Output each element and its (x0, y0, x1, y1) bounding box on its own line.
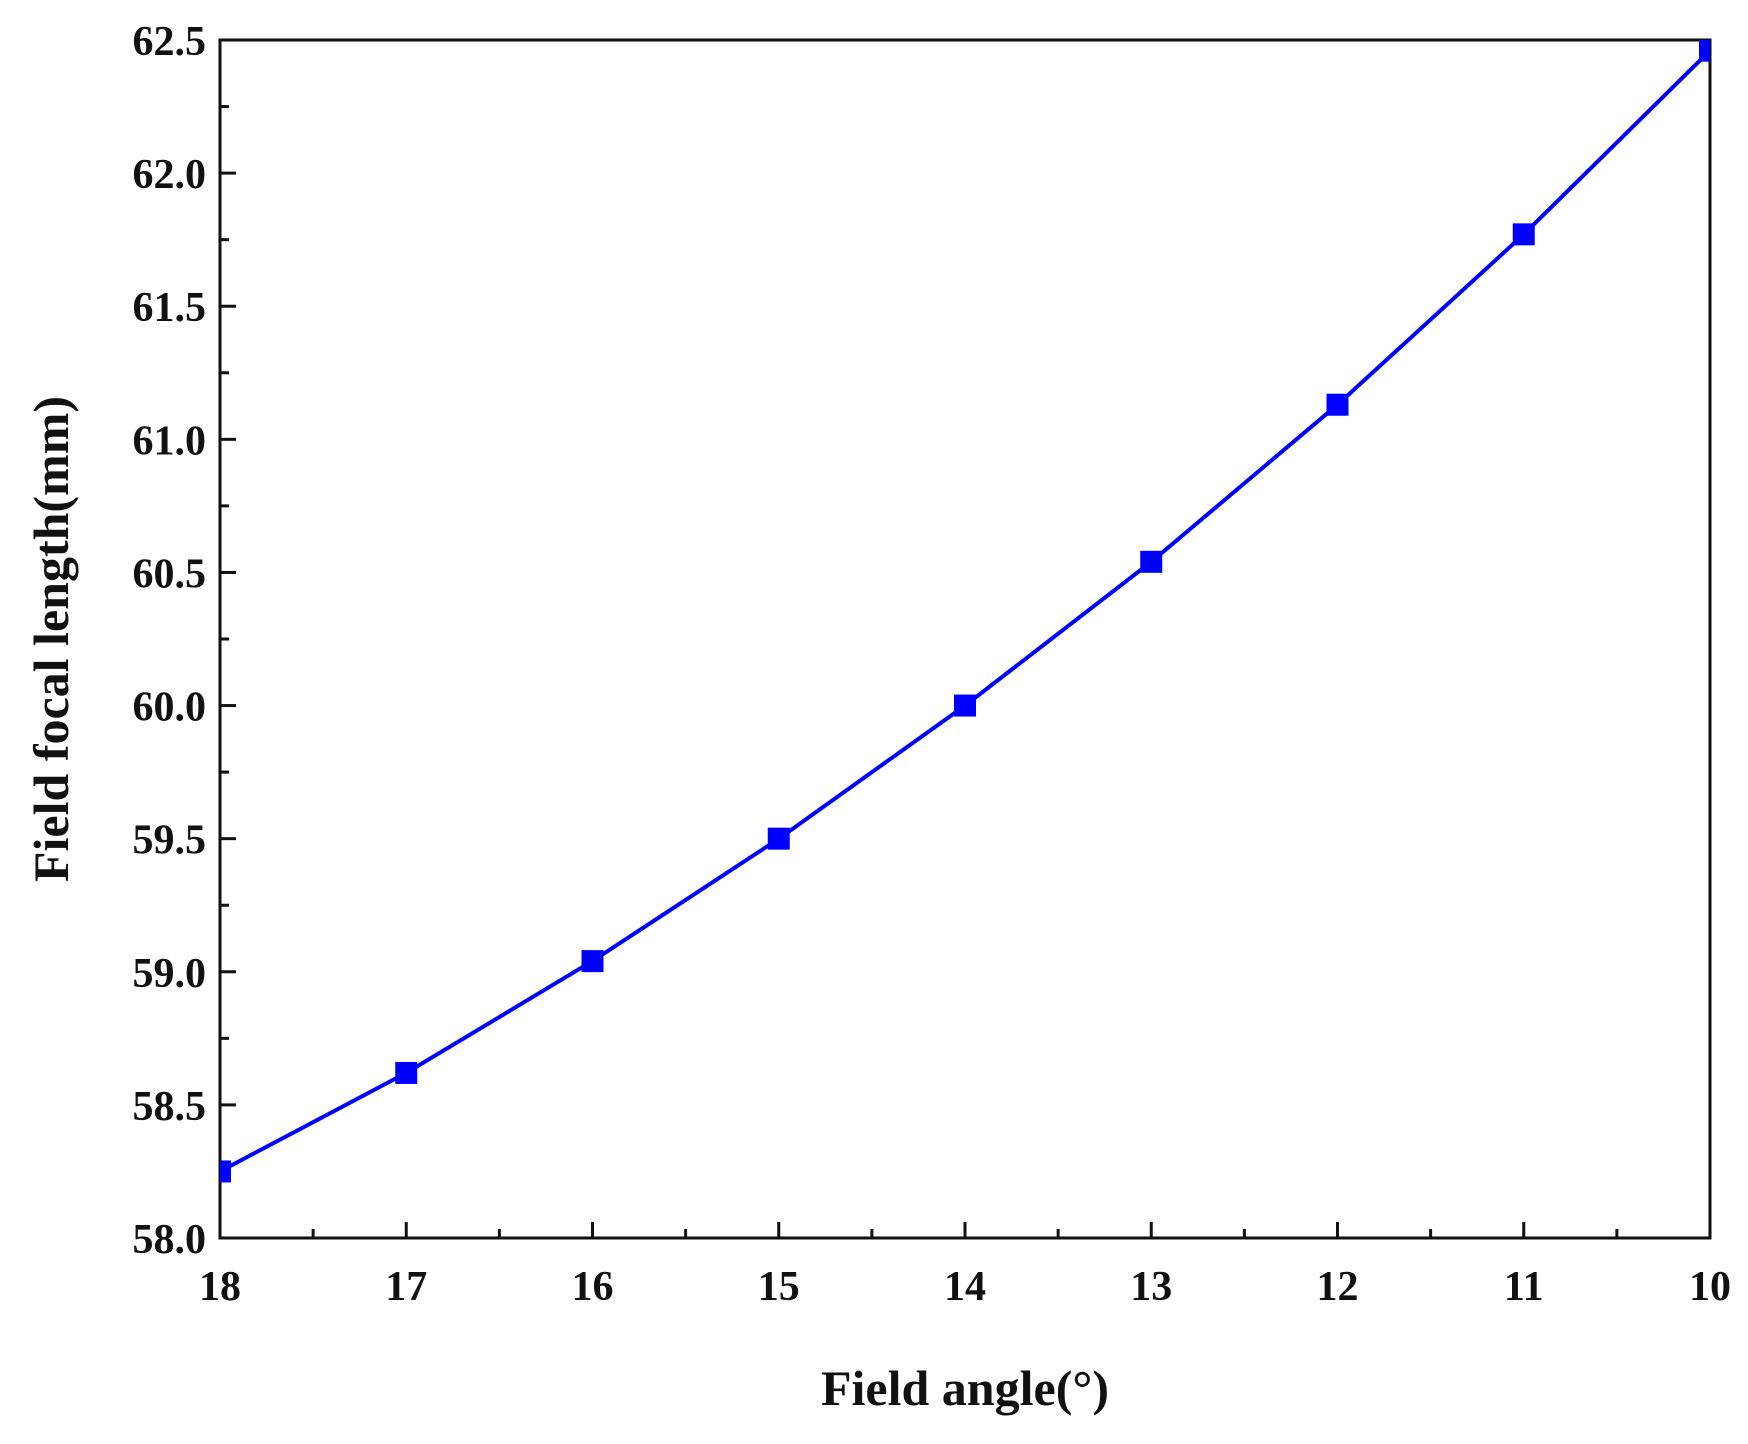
y-tick-label: 60.0 (133, 685, 207, 731)
series-layer (220, 40, 1710, 1183)
x-axis-title: Field angle(°) (821, 1360, 1109, 1416)
x-tick-label: 14 (944, 1264, 986, 1310)
y-axis-title: Field focal length(mm) (23, 396, 79, 882)
y-tick-label: 59.5 (133, 818, 207, 864)
x-tick-label: 13 (1130, 1264, 1172, 1310)
y-tick-label: 60.5 (133, 551, 207, 597)
data-point (220, 1160, 231, 1183)
series-line (220, 49, 1710, 1174)
y-tick-label: 58.5 (133, 1084, 207, 1130)
x-tick-label: 15 (758, 1264, 800, 1310)
data-point (1512, 223, 1535, 246)
x-tick-label: 16 (572, 1264, 614, 1310)
x-axis-ticks: 18 17 16 15 14 13 12 11 10 (199, 1222, 1731, 1310)
x-tick-label: 17 (385, 1264, 427, 1310)
data-point (581, 950, 604, 973)
x-tick-label: 10 (1689, 1264, 1731, 1310)
y-tick-label: 61.5 (133, 285, 207, 331)
x-tick-label: 12 (1317, 1264, 1359, 1310)
plot-frame (218, 38, 1712, 1240)
data-point (767, 827, 790, 850)
y-axis-ticks: 58.0 58.5 59.0 59.5 60.0 60.5 61.0 61.5 62.0 62.5 (133, 19, 236, 1263)
y-tick-label: 62.0 (133, 152, 207, 198)
data-point (954, 694, 976, 717)
y-tick-label: 58.0 (133, 1217, 207, 1263)
x-tick-label: 11 (1504, 1264, 1544, 1310)
y-tick-label: 62.5 (133, 19, 207, 65)
data-point (395, 1061, 418, 1084)
x-tick-label: 18 (199, 1264, 241, 1310)
y-tick-label: 59.0 (133, 951, 207, 997)
data-point (1140, 550, 1163, 573)
data-point (1699, 40, 1710, 62)
y-tick-label: 61.0 (133, 418, 207, 464)
data-point (1326, 393, 1349, 416)
